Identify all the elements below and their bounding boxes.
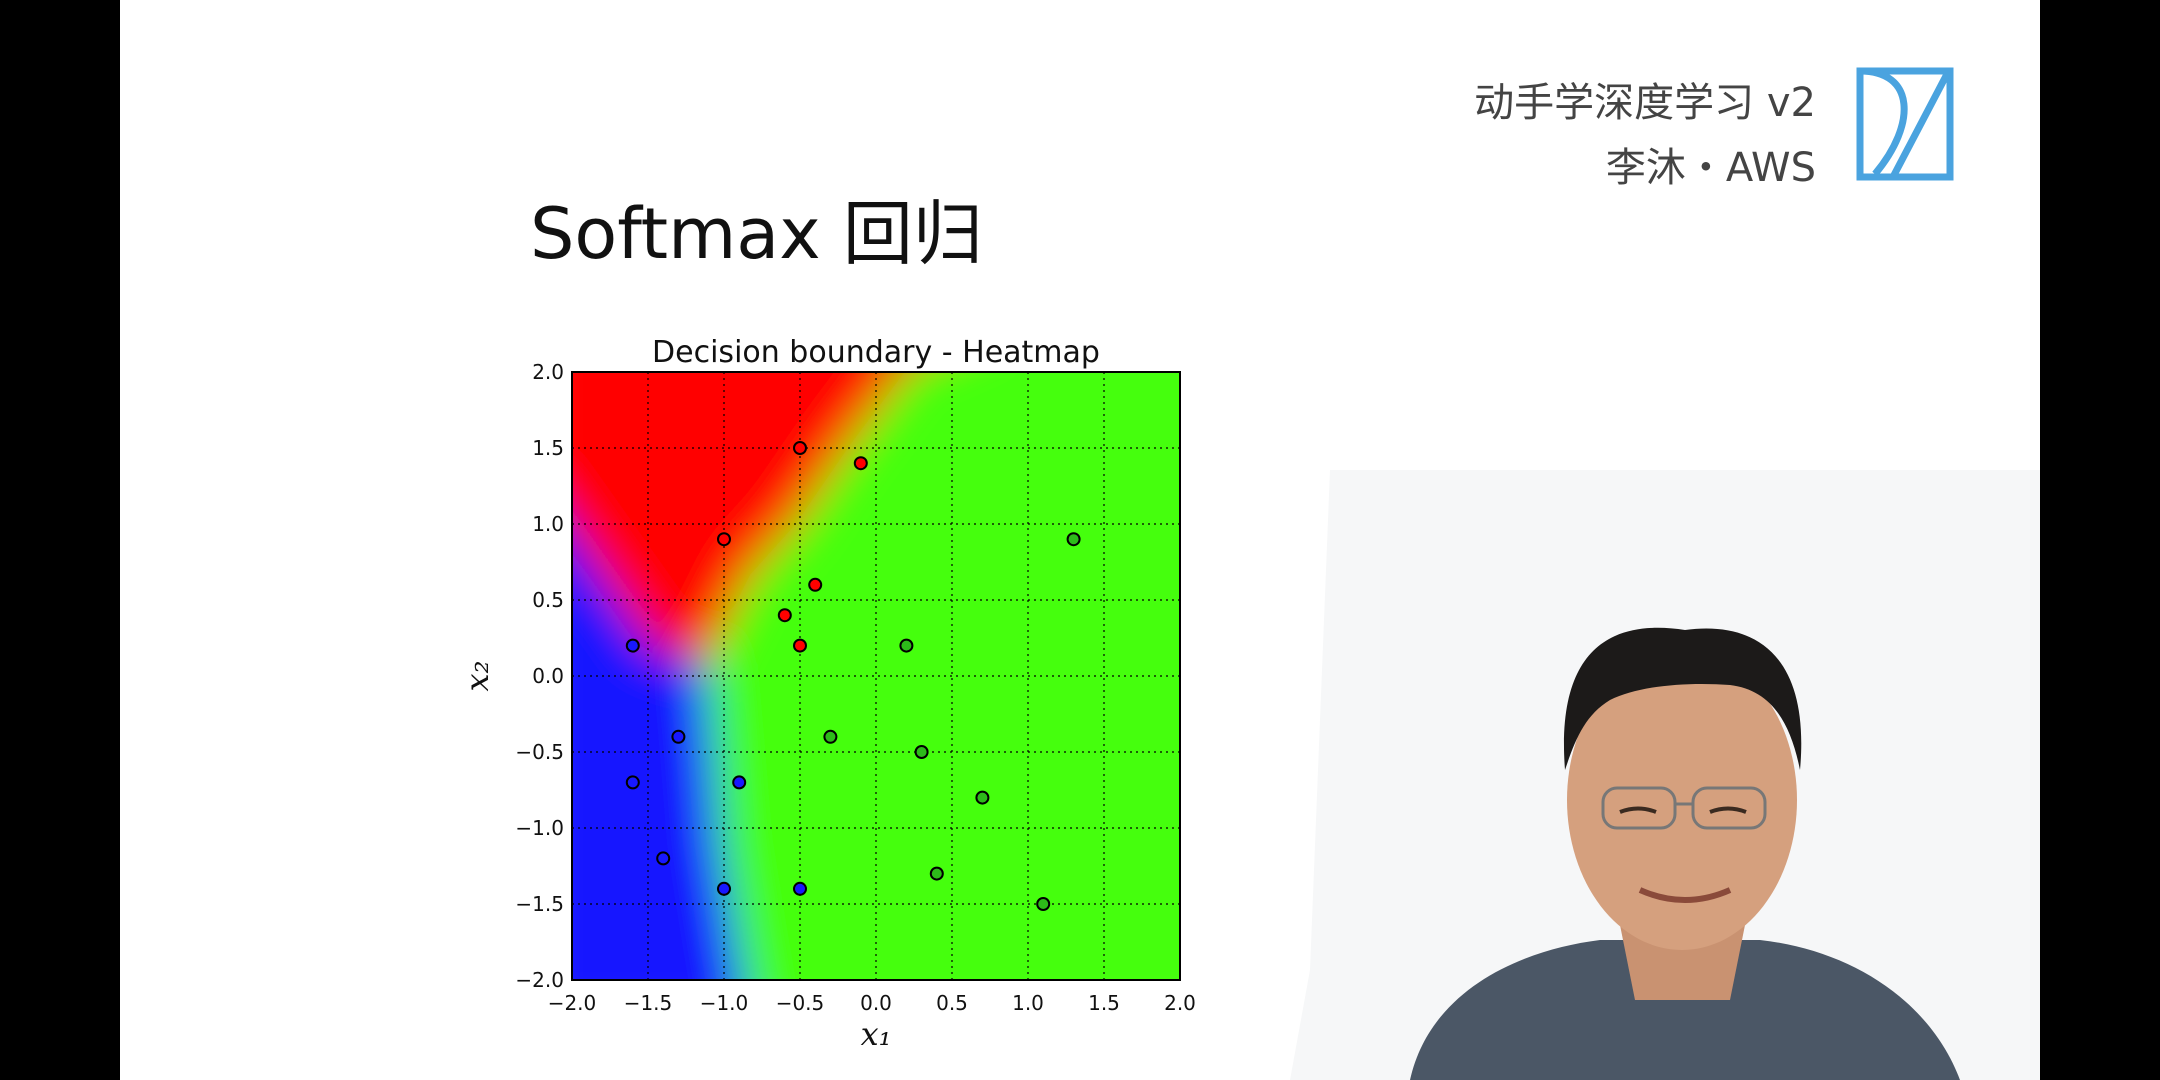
y-tick-label: 0.5 <box>532 588 564 612</box>
data-point <box>853 456 868 471</box>
y-tick-label: −1.0 <box>515 816 564 840</box>
data-point <box>793 881 807 896</box>
y-tick-label: −0.5 <box>515 740 564 764</box>
x-tick-label: −1.5 <box>624 991 673 1015</box>
data-point <box>656 851 671 866</box>
chart-title: Decision boundary - Heatmap <box>652 335 1100 370</box>
y-tick-label: −2.0 <box>515 968 564 992</box>
data-point <box>777 608 792 623</box>
y-tick-label: 0.0 <box>532 664 564 688</box>
y-axis-label: x₂ <box>458 661 496 692</box>
presenter-video <box>1290 470 2040 1080</box>
author-label: 李沐・AWS <box>1605 145 1816 191</box>
x-tick-label: −0.5 <box>776 991 825 1015</box>
data-point <box>793 638 807 653</box>
data-point <box>793 441 807 455</box>
x-tick-labels: −2.0 −1.5 −1.0 −0.5 0.0 0.5 1.0 1.5 2.0 <box>548 991 1196 1015</box>
x-tick-label: 1.0 <box>1012 991 1044 1015</box>
scatter-points <box>625 441 1081 911</box>
data-point <box>808 577 823 592</box>
data-point <box>671 729 686 744</box>
decision-boundary-chart: Decision boundary - Heatmap −2.0 −1.5 −1.0… <box>458 335 1196 1053</box>
y-tick-label: −1.5 <box>515 892 564 916</box>
y-tick-label: 1.5 <box>532 436 564 460</box>
course-title: 动手学深度学习 v2 <box>1474 80 1816 126</box>
data-point <box>732 775 747 790</box>
data-point <box>717 881 731 896</box>
data-point <box>899 638 914 653</box>
y-tick-labels: −2.0 −1.5 −1.0 −0.5 0.0 0.5 1.0 1.5 2.0 <box>515 360 564 992</box>
data-point <box>717 532 731 547</box>
y-tick-label: 2.0 <box>532 360 564 384</box>
x-tick-label: −1.0 <box>700 991 749 1015</box>
plot-frame <box>571 371 1181 981</box>
x-axis-label: x₁ <box>861 1015 892 1053</box>
data-point <box>929 866 944 881</box>
x-tick-label: −2.0 <box>548 991 597 1015</box>
d2l-logo-icon <box>1856 67 1954 181</box>
x-tick-label: 2.0 <box>1164 991 1196 1015</box>
data-point <box>625 638 640 653</box>
data-point <box>914 745 929 759</box>
heatmap-background <box>572 372 1180 980</box>
data-point <box>975 790 990 805</box>
y-tick-label: 1.0 <box>532 512 564 536</box>
x-tick-label: 0.0 <box>860 991 892 1015</box>
data-point <box>823 729 838 744</box>
x-tick-label: 1.5 <box>1088 991 1120 1015</box>
data-point <box>1036 897 1051 911</box>
slide-title: Softmax 回归 <box>530 193 983 275</box>
x-tick-label: 0.5 <box>936 991 968 1015</box>
data-point <box>1066 532 1081 547</box>
slide: 动手学深度学习 v2 李沐・AWS Softmax 回归 Decision bo… <box>120 0 2040 1080</box>
data-point <box>625 775 640 790</box>
